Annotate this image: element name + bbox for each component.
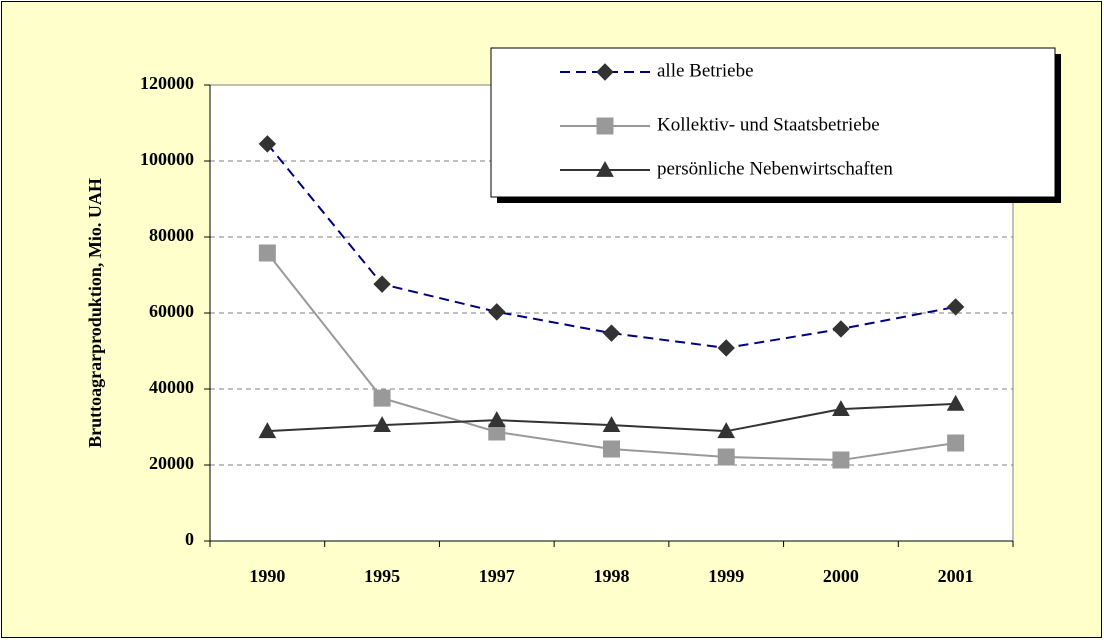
y-tick-label: 0 <box>185 529 194 549</box>
marker <box>373 416 391 432</box>
marker <box>717 448 735 466</box>
marker <box>258 422 277 439</box>
legend-marker <box>596 63 614 81</box>
legend-label: Kollektiv- und Staatsbetriebe <box>657 114 880 135</box>
y-tick-label: 60000 <box>149 301 194 321</box>
x-tick-label: 1999 <box>708 566 744 586</box>
marker <box>832 451 850 469</box>
y-tick-label: 120000 <box>140 73 194 93</box>
legend: alle Betriebe Kollektiv- und Staatsbetrie… <box>490 47 1061 203</box>
legend-marker <box>596 117 614 135</box>
marker <box>487 411 506 428</box>
marker <box>258 135 277 153</box>
marker <box>947 434 965 452</box>
marker <box>603 440 620 458</box>
marker <box>717 339 735 357</box>
y-tick-label: 100000 <box>140 149 194 169</box>
marker <box>832 400 850 417</box>
x-tick-label: 2001 <box>938 566 974 586</box>
y-tick-label: 20000 <box>149 453 194 473</box>
y-tick-label: 40000 <box>149 377 194 397</box>
marker <box>602 416 621 432</box>
marker <box>717 422 736 439</box>
marker <box>488 303 506 321</box>
marker <box>258 244 276 262</box>
x-tick-label: 1995 <box>364 566 400 586</box>
y-axis-label: Bruttoagrarproduktion, Mio. UAH <box>85 178 105 448</box>
y-tick-label: 80000 <box>149 225 194 245</box>
marker <box>602 324 621 342</box>
marker <box>373 275 391 293</box>
marker <box>373 389 391 407</box>
legend-label: alle Betriebe <box>657 60 754 81</box>
x-tick-label: 1998 <box>594 566 630 586</box>
marker <box>946 394 965 411</box>
marker <box>832 320 850 338</box>
x-tick-label: 1990 <box>249 566 285 586</box>
x-tick-label: 2000 <box>823 566 859 586</box>
legend-label: persönliche Nebenwirtschaften <box>657 158 893 179</box>
legend-marker <box>596 160 614 177</box>
marker <box>946 298 965 316</box>
x-tick-label: 1997 <box>479 566 515 586</box>
